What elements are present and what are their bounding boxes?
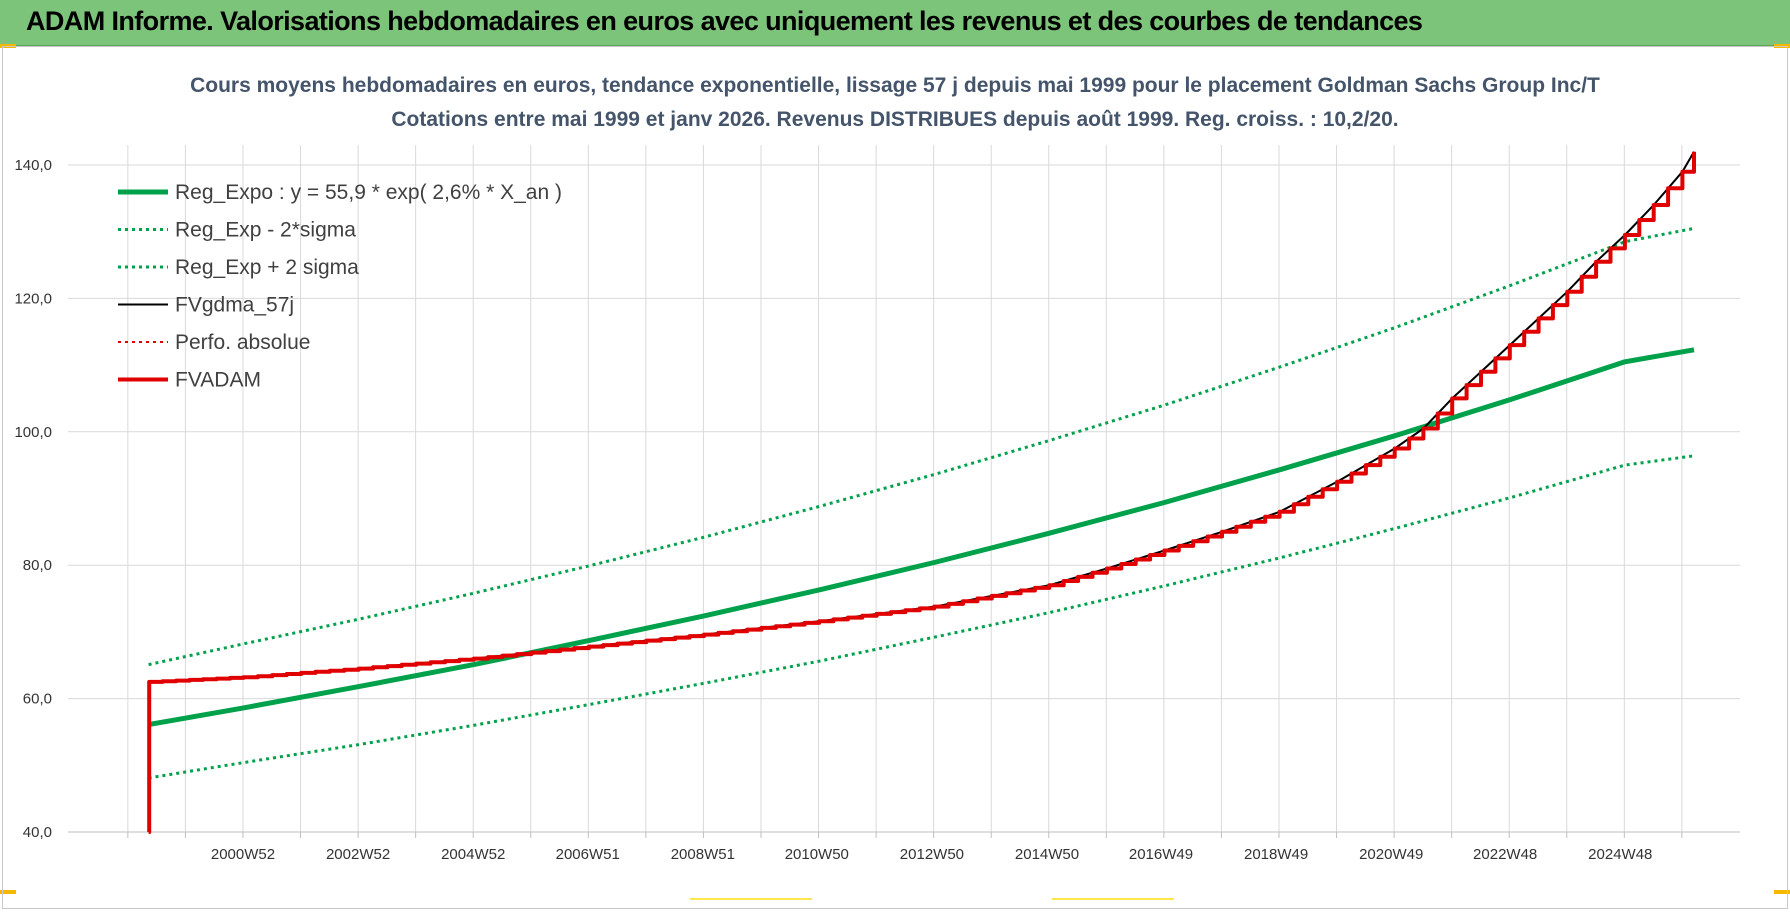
legend-label: FVgdma_57j: [175, 294, 294, 317]
x-tick-label: 2008W51: [671, 846, 735, 863]
y-tick-label: 40,0: [23, 824, 52, 841]
y-tick-label: 140,0: [14, 157, 52, 174]
x-tick-label: 2020W49: [1359, 846, 1423, 863]
y-tick-label: 80,0: [23, 557, 52, 574]
y-tick-label: 100,0: [14, 424, 52, 441]
grid: [68, 145, 1740, 833]
legend-label: Perfo. absolue: [175, 331, 310, 354]
corner-mark-left-bottom: [0, 890, 16, 894]
series-line-3: [147, 151, 1695, 833]
x-tick-label: 2014W50: [1015, 846, 1079, 863]
x-tick-label: 2012W50: [900, 846, 964, 863]
x-tick-label: 2018W49: [1244, 846, 1308, 863]
legend: Reg_Expo : y = 55,9 * exp( 2,6% * X_an )…: [118, 181, 562, 392]
banner-title: ADAM Informe. Valorisations hebdomadaire…: [26, 6, 1423, 36]
y-tick-label: 120,0: [14, 290, 52, 307]
series: [147, 151, 1696, 834]
x-tick-label: 2010W50: [785, 846, 849, 863]
series-line-5: [147, 151, 1696, 834]
y-tick-label: 60,0: [23, 691, 52, 708]
legend-label: Reg_Expo : y = 55,9 * exp( 2,6% * X_an ): [175, 181, 562, 204]
accent-mark-bottom-1: [690, 898, 812, 900]
legend-label: Reg_Exp + 2 sigma: [175, 256, 359, 279]
legend-label: FVADAM: [175, 369, 261, 392]
report-banner: ADAM Informe. Valorisations hebdomadaire…: [0, 0, 1790, 46]
x-tick-label: 2002W52: [326, 846, 390, 863]
chart-subtitle: Cotations entre mai 1999 et janv 2026. R…: [391, 108, 1398, 131]
x-tick-label: 2000W52: [211, 846, 275, 863]
series-line-1: [148, 454, 1695, 780]
chart-title: Cours moyens hebdomadaires en euros, ten…: [190, 74, 1600, 97]
x-tick-label: 2022W48: [1473, 846, 1537, 863]
x-tick-label: 2006W51: [556, 846, 620, 863]
x-tick-label: 2004W52: [441, 846, 505, 863]
x-tick-label: 2024W48: [1588, 846, 1652, 863]
series-line-0: [148, 347, 1695, 728]
x-tick-label: 2016W49: [1129, 846, 1193, 863]
series-line-2: [148, 226, 1695, 667]
axes: 40,0 60,0 80,0 100,0 120,0 140,0 2000W52 2002W5…: [14, 157, 1740, 863]
corner-mark-right-bottom: [1774, 890, 1790, 894]
legend-label: Reg_Exp - 2*sigma: [175, 219, 356, 242]
accent-mark-bottom-2: [1052, 898, 1174, 900]
